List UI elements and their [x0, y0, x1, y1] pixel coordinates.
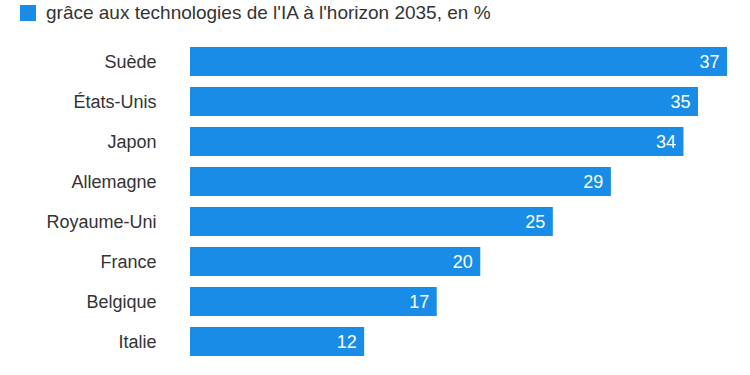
svg-text:Belgique: Belgique	[86, 292, 156, 312]
svg-text:17: 17	[409, 292, 429, 312]
svg-text:29: 29	[583, 172, 603, 192]
svg-text:France: France	[100, 252, 156, 272]
svg-text:Royaume-Uni: Royaume-Uni	[46, 212, 156, 232]
svg-text:Allemagne: Allemagne	[71, 172, 156, 192]
svg-text:États-Unis: États-Unis	[73, 92, 156, 112]
svg-text:34: 34	[656, 132, 676, 152]
svg-text:Italie: Italie	[118, 332, 156, 352]
svg-text:Suède: Suède	[104, 52, 156, 72]
svg-text:20: 20	[453, 252, 473, 272]
svg-text:35: 35	[670, 92, 690, 112]
svg-text:12: 12	[337, 332, 357, 352]
svg-text:37: 37	[699, 52, 719, 72]
svg-text:25: 25	[525, 212, 545, 232]
svg-text:Japon: Japon	[107, 132, 156, 152]
html-text:grâce aux technologies de l'IA: grâce aux technologies de l'IA à l'horiz…	[46, 2, 491, 23]
